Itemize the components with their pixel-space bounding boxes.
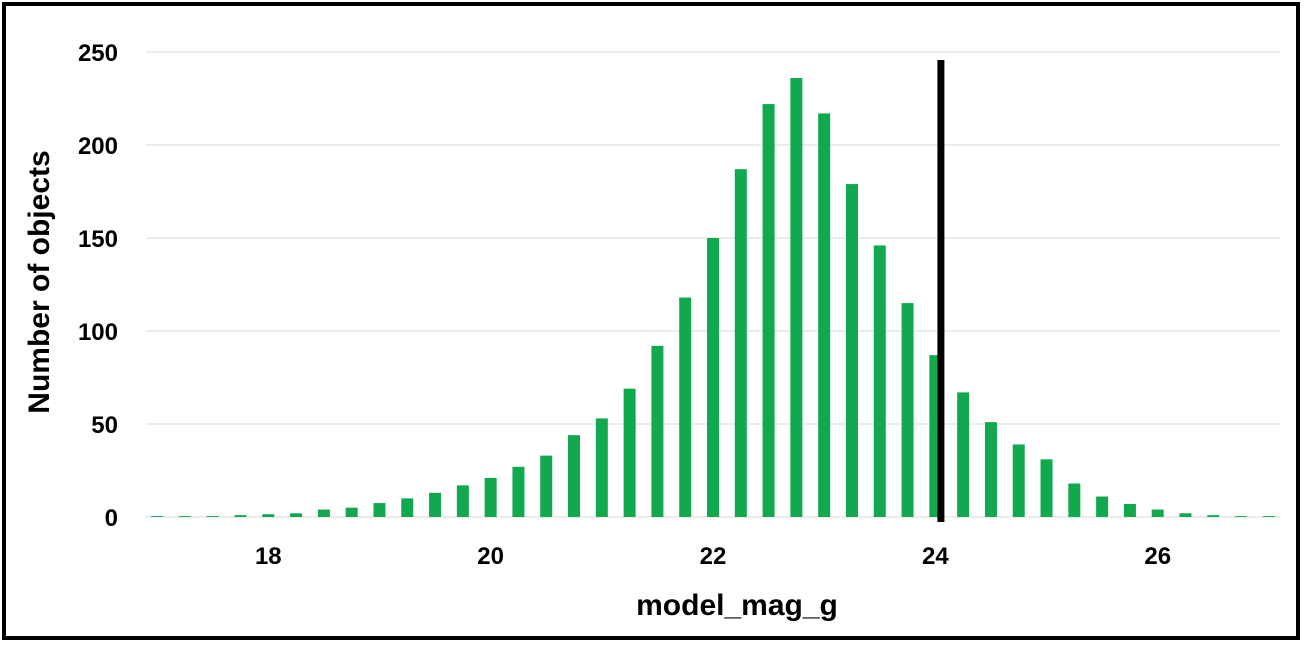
bar-27 [901,303,914,517]
bar-25 [845,184,858,517]
x-tick-26: 26 [1144,543,1171,570]
y-tick-250: 250 [78,40,118,67]
bar-3 [234,515,247,517]
x-tick-22: 22 [700,543,727,570]
bar-14 [540,455,553,517]
bar-10 [429,492,442,517]
bar-2 [206,516,219,517]
y-tick-200: 200 [78,133,118,160]
bars [151,78,1275,517]
bar-11 [456,485,469,517]
y-axis-title: Number of objects [23,150,56,413]
bar-35 [1123,503,1136,517]
bar-23 [790,78,803,517]
x-tick-20: 20 [477,543,504,570]
x-tick-labels: 18 20 22 24 26 [255,543,1171,570]
bar-37 [1179,513,1192,517]
bar-19 [679,297,692,517]
bar-22 [762,104,775,517]
bar-12 [484,477,497,517]
bar-7 [345,507,358,517]
bar-6 [317,509,330,517]
bar-40 [1262,516,1275,517]
bar-15 [568,435,581,517]
bar-1 [178,516,191,517]
bar-33 [1068,483,1081,517]
bar-16 [595,418,608,517]
y-tick-labels: 0 50 100 150 200 250 [78,40,118,532]
bar-18 [651,345,664,517]
bar-26 [873,245,886,517]
x-tick-18: 18 [255,543,282,570]
bar-36 [1151,509,1164,517]
x-tick-24: 24 [922,543,949,570]
y-tick-0: 0 [105,505,118,532]
bar-4 [262,514,275,517]
bar-39 [1235,516,1248,517]
bar-13 [512,466,525,517]
bar-20 [707,238,719,517]
bar-21 [734,169,747,517]
chart-frame: 0 50 100 150 200 250 18 20 22 24 26 model_mag_g N… [2,2,1300,640]
y-tick-100: 100 [78,319,118,346]
bar-0 [151,516,164,517]
bar-31 [1012,444,1025,517]
y-tick-150: 150 [78,226,118,253]
bar-34 [1096,496,1109,517]
bar-38 [1207,515,1220,517]
bar-8 [373,503,386,517]
bar-24 [818,113,831,517]
bar-9 [401,498,414,517]
y-tick-50: 50 [91,412,118,439]
bar-29 [957,392,970,517]
bar-17 [623,388,636,517]
bar-5 [290,513,303,517]
x-axis-title: model_mag_g [636,589,838,622]
bar-30 [984,422,997,517]
bar-32 [1040,459,1053,517]
histogram-chart: 0 50 100 150 200 250 18 20 22 24 26 model_mag_g N… [23,40,1280,622]
